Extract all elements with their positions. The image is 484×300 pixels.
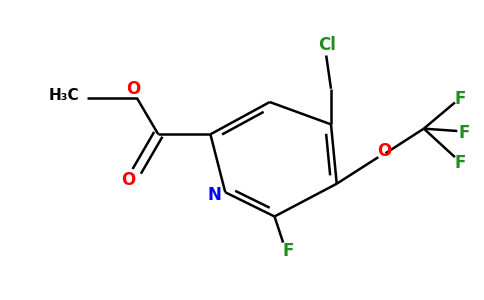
- Text: F: F: [455, 154, 467, 172]
- Text: Cl: Cl: [318, 36, 336, 54]
- Text: F: F: [455, 90, 467, 108]
- Text: N: N: [208, 186, 222, 204]
- Text: O: O: [121, 171, 135, 189]
- Text: O: O: [126, 80, 140, 98]
- Text: F: F: [282, 242, 294, 260]
- Text: F: F: [459, 124, 470, 142]
- Text: H₃C: H₃C: [49, 88, 79, 103]
- Text: O: O: [377, 142, 391, 160]
